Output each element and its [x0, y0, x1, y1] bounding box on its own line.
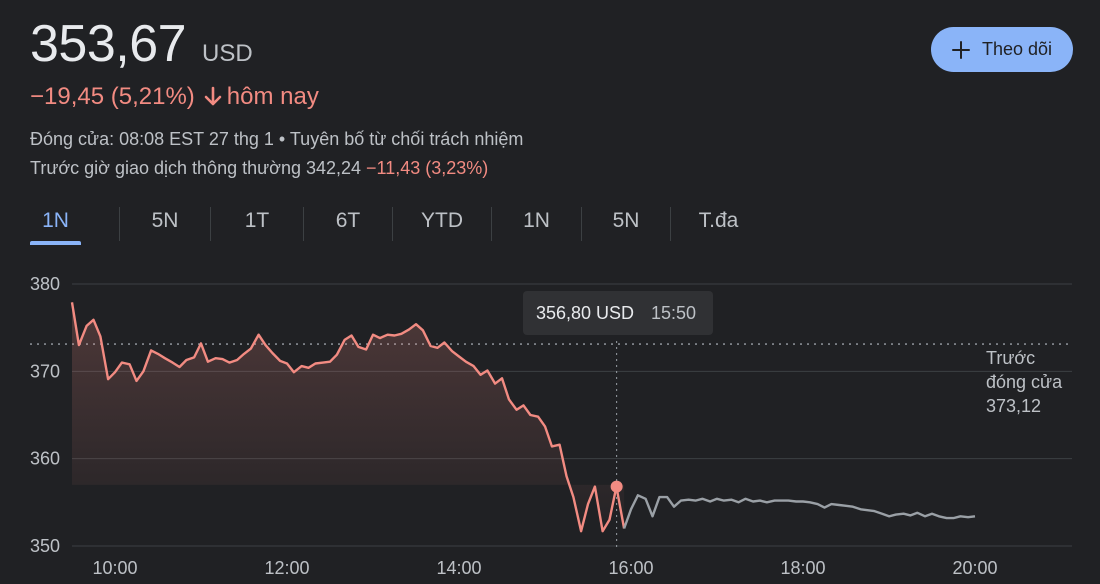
tab-1m[interactable]: 1T [244, 209, 270, 232]
previous-close-label: Trước [986, 348, 1035, 368]
change-value: −19,45 (5,21%) [30, 83, 195, 110]
previous-close-label: 373,12 [986, 396, 1041, 416]
x-tick-label: 12:00 [264, 558, 309, 578]
regular-session-area [72, 302, 625, 532]
premarket-change: −11,43 (3,23%) [366, 158, 489, 178]
x-tick-label: 14:00 [436, 558, 481, 578]
currency-label: USD [202, 40, 253, 67]
y-tick-label: 360 [30, 449, 60, 469]
range-tabs: 1N 5N 1T 6T YTD 1N 5N T.đa [30, 203, 766, 245]
y-tick-label: 380 [30, 274, 60, 294]
tab-6m[interactable]: 6T [335, 209, 361, 232]
x-tick-label: 16:00 [608, 558, 653, 578]
hover-point [610, 480, 623, 493]
change-suffix: hôm nay [226, 83, 319, 110]
tab-5d[interactable]: 5N [151, 209, 179, 232]
y-tick-label: 370 [30, 361, 60, 381]
premarket-info: Trước giờ giao dịch thông thường 342,24 … [30, 158, 488, 179]
price-change: −19,45 (5,21%) hôm nay [30, 83, 319, 111]
tooltip-price: 356,80 USD [536, 303, 634, 323]
tab-5y[interactable]: 5N [612, 209, 640, 232]
tab-divider [119, 207, 120, 241]
regular-session-line [70, 302, 626, 533]
current-price: 353,67 [30, 15, 187, 73]
follow-button-label: Theo dõi [981, 39, 1053, 59]
x-tick-label: 10:00 [92, 558, 137, 578]
tab-ytd[interactable]: YTD [421, 209, 463, 232]
tab-1y[interactable]: 1N [523, 209, 550, 232]
after-hours-line [622, 494, 976, 529]
y-tick-label: 350 [30, 536, 60, 556]
arrow-down-icon [203, 86, 223, 108]
hover-tooltip [523, 291, 713, 335]
tab-max[interactable]: T.đa [698, 209, 739, 232]
tab-divider [670, 207, 671, 241]
tab-divider [392, 207, 393, 241]
tab-divider [303, 207, 304, 241]
tab-divider [210, 207, 211, 241]
premarket-label: Trước giờ giao dịch thông thường 342,24 [30, 158, 362, 178]
follow-button[interactable]: Theo dõi [931, 27, 1073, 72]
plus-icon [951, 40, 970, 59]
tab-divider [581, 207, 582, 241]
quote-header: 353,67 USD [30, 14, 253, 74]
price-chart[interactable]: 380 370 360 350 10:00 12:00 14:00 16:00 18:00 20:… [0, 255, 1100, 584]
tab-1d[interactable]: 1N [30, 203, 81, 245]
tooltip-time: 15:50 [651, 303, 696, 323]
x-tick-label: 20:00 [952, 558, 997, 578]
previous-close-label: đóng cửa [986, 372, 1063, 392]
tab-divider [491, 207, 492, 241]
x-tick-label: 18:00 [780, 558, 825, 578]
close-info: Đóng cửa: 08:08 EST 27 thg 1 • Tuyên bố … [30, 129, 524, 149]
